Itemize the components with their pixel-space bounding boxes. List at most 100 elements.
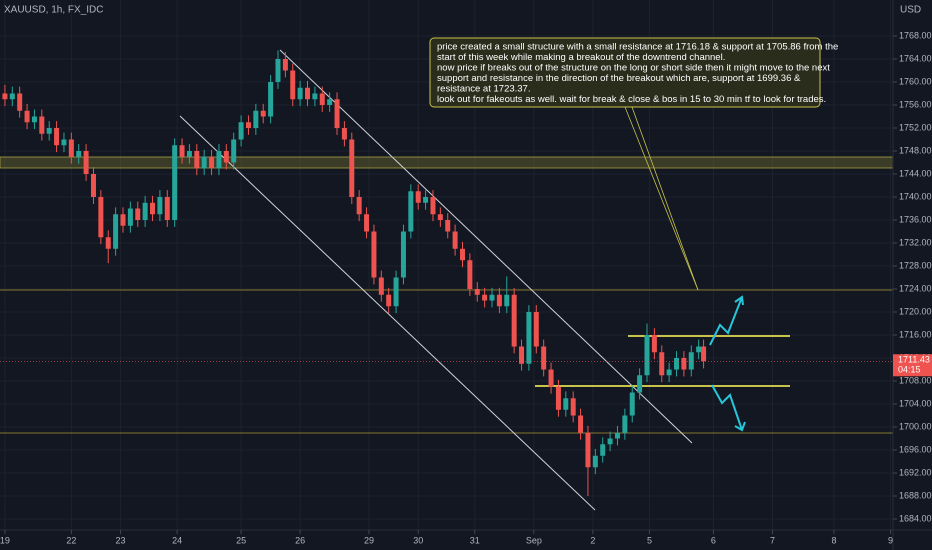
candle-body: [548, 369, 554, 387]
candle-body: [533, 312, 539, 347]
candle-body: [186, 151, 192, 157]
candle-body: [305, 87, 311, 100]
arrow-head: [734, 295, 744, 306]
y-tick-label: 1716.00: [899, 329, 932, 339]
candle-body: [164, 197, 170, 221]
candle-body: [150, 202, 156, 215]
candle-body: [245, 122, 251, 129]
candle-body: [622, 415, 628, 433]
candle-body: [459, 248, 465, 261]
x-tick-label: 26: [295, 535, 305, 545]
candle-body: [519, 346, 525, 364]
candle-body: [98, 197, 104, 238]
candle-body: [629, 392, 635, 416]
candle-body: [644, 335, 650, 376]
candle-body: [297, 87, 303, 100]
resistance-zone: [0, 156, 894, 169]
candle-body: [445, 220, 451, 232]
candle-body: [364, 214, 370, 232]
candle-body: [31, 116, 37, 123]
y-tick-label: 1736.00: [899, 214, 932, 224]
annotation: price created a small structure with a s…: [437, 42, 838, 106]
candle-body: [238, 122, 244, 140]
candle-body: [437, 214, 443, 221]
x-tick-label: Sep: [526, 535, 542, 545]
last-price-label: 1711.43: [898, 355, 930, 365]
price-axis: [893, 0, 932, 550]
candle-body: [105, 237, 111, 249]
candle-body: [83, 151, 89, 175]
candle-body: [701, 346, 707, 362]
countdown: 04:15: [898, 365, 921, 375]
candle-body: [452, 231, 458, 249]
candle-body: [415, 191, 421, 203]
y-tick-label: 1760.00: [899, 76, 932, 86]
candle-body: [194, 151, 200, 169]
candle-body: [216, 151, 222, 169]
y-tick-label: 1768.00: [899, 30, 932, 40]
candle-body: [334, 99, 340, 129]
x-tick-label: 2: [590, 535, 595, 545]
candle-body: [651, 335, 657, 353]
candle-body: [120, 214, 126, 226]
y-tick-label: 1752.00: [899, 122, 932, 132]
y-tick-label: 1684.00: [899, 513, 932, 523]
candle-body: [290, 70, 296, 100]
candle-body: [504, 294, 510, 307]
candle-body: [681, 358, 687, 370]
candle-body: [275, 58, 281, 82]
x-tick-label: 5: [647, 535, 652, 545]
candle-body: [563, 398, 569, 410]
short-arrow: [711, 384, 743, 431]
candles: [0, 50, 893, 497]
candle-body: [578, 415, 584, 433]
candle-body: [39, 116, 45, 134]
x-tick-label: 24: [172, 535, 182, 545]
x-tick-label: 25: [236, 535, 246, 545]
channel-line: [179, 115, 596, 511]
y-tick-label: 1748.00: [899, 145, 932, 155]
candle-body: [570, 398, 576, 416]
candle-body: [312, 93, 318, 100]
y-tick-label: 1756.00: [899, 99, 932, 109]
candle-body: [209, 156, 215, 169]
candle-body: [408, 191, 414, 232]
candle-body: [319, 93, 325, 105]
y-tick-label: 1720.00: [899, 306, 932, 316]
x-tick-label: 7: [770, 535, 775, 545]
candle-body: [2, 93, 8, 100]
candle-body: [482, 294, 488, 301]
y-tick-label: 1732.00: [899, 237, 932, 247]
x-tick-label: 19: [0, 535, 10, 545]
chart-title: XAUUSD, 1h, FX_IDC: [4, 5, 103, 16]
candle-body: [637, 375, 643, 393]
candle-body: [541, 346, 547, 370]
candle-body: [423, 197, 429, 203]
last-price-tag: [893, 354, 932, 377]
axes: 1684.00 1688.00 1692.00 1696.00 1700.00 1704.…: [0, 30, 932, 545]
y-tick-label: 1724.00: [899, 283, 932, 293]
candle-body: [511, 294, 517, 347]
arrow-head: [734, 421, 746, 432]
candle-body: [68, 139, 74, 157]
candle-body: [341, 128, 347, 140]
candle-body: [585, 432, 591, 468]
candle-body: [268, 81, 274, 117]
candle-body: [674, 358, 680, 370]
annotation-line: look out for fakeouts as well. wait for …: [437, 94, 826, 105]
candle-body: [393, 277, 399, 307]
y-tick-label: 1728.00: [899, 260, 932, 270]
x-tick-label: 30: [413, 535, 423, 545]
annotation-line: resistance at 1723.37.: [437, 84, 530, 95]
y-tick-label: 1700.00: [899, 421, 932, 431]
candle-body: [9, 93, 15, 100]
candle-body: [223, 151, 229, 163]
y-tick-label: 1708.00: [899, 375, 932, 385]
candle-body: [526, 312, 532, 364]
y-tick-label: 1692.00: [899, 467, 932, 477]
candle-body: [201, 156, 207, 169]
candle-body: [113, 214, 119, 249]
candle-body: [142, 202, 148, 221]
candle-body: [24, 110, 30, 123]
